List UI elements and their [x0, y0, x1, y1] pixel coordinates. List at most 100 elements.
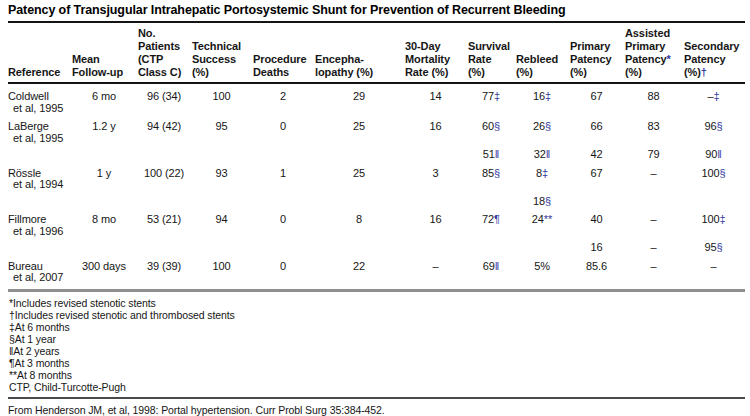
cell-technical-success	[192, 144, 253, 161]
footnote-marker: §	[717, 120, 723, 132]
cell-procedure-deaths: 0	[253, 207, 315, 237]
table-row: Bureauet al, 2007300 days39 (39)100022–6…	[8, 254, 745, 284]
cell-technical-success: 93	[192, 161, 253, 191]
footnote: ‡At 6 months	[9, 321, 745, 333]
cell-encephalopathy: 25	[315, 114, 405, 144]
cell-survival-rate: 72¶	[468, 207, 516, 237]
reference-cell	[8, 144, 72, 161]
cell-secondary-patency: 96§	[684, 114, 745, 144]
cell-no-patients-ctp-class-c	[138, 191, 192, 208]
reference-cell: Coldwellet al, 1995	[8, 83, 72, 114]
cell-encephalopathy: 22	[315, 254, 405, 284]
cell-assisted-primary-patency: 79	[625, 144, 684, 161]
column-header-survival-rate: SurvivalRate(%)	[468, 23, 516, 83]
cell-rebleed: 32‖	[516, 144, 570, 161]
cell-survival-rate	[468, 237, 516, 254]
cell-secondary-patency: –‡	[684, 83, 745, 114]
cell-30-day-mortality-rate: 14	[405, 83, 468, 114]
figure-page: Patency of Transjugular Intrahepatic Por…	[0, 0, 750, 416]
footnote-marker: ‡	[494, 90, 500, 102]
column-header-primary-patency: PrimaryPatency(%)	[570, 23, 625, 83]
footnote-marker: ¶	[494, 213, 500, 225]
footnote-marker: §	[545, 120, 551, 132]
cell-mean-follow-up	[72, 237, 138, 254]
cell-assisted-primary-patency: –	[625, 161, 684, 191]
footnote-marker: ‡	[714, 90, 720, 102]
column-header-mean-follow-up: MeanFollow-up	[72, 23, 138, 83]
cell-survival-rate: 51‖	[468, 144, 516, 161]
cell-no-patients-ctp-class-c: 100 (22)	[138, 161, 192, 191]
cell-primary-patency: 67	[570, 161, 625, 191]
reference-cell	[8, 237, 72, 254]
cell-rebleed	[516, 237, 570, 254]
cell-30-day-mortality-rate	[405, 191, 468, 208]
reference-cell: LaBergeet al, 1995	[8, 114, 72, 144]
table-row: Rössleet al, 19941 y100 (22)93125385§8‡6…	[8, 161, 745, 191]
column-header-rebleed: Rebleed(%)	[516, 23, 570, 83]
cell-assisted-primary-patency: –	[625, 207, 684, 237]
cell-mean-follow-up	[72, 144, 138, 161]
cell-procedure-deaths: 2	[253, 83, 315, 114]
cell-mean-follow-up: 1 y	[72, 161, 138, 191]
footnote-marker: ‖	[495, 148, 499, 160]
footnote: ‖At 2 years	[9, 345, 745, 357]
cell-survival-rate: 85§	[468, 161, 516, 191]
reference-line: Coldwell	[8, 91, 70, 103]
cell-primary-patency: 40	[570, 207, 625, 237]
footnote-marker: §	[720, 167, 726, 179]
cell-survival-rate	[468, 191, 516, 208]
footnote-block: *Includes revised stenotic stents†Includ…	[8, 292, 745, 395]
cell-encephalopathy: 29	[315, 83, 405, 114]
cell-assisted-primary-patency	[625, 191, 684, 208]
cell-mean-follow-up: 6 mo	[72, 83, 138, 114]
cell-rebleed: 5%	[516, 254, 570, 284]
cell-encephalopathy	[315, 191, 405, 208]
column-header-procedure-deaths: ProcedureDeaths	[253, 23, 315, 83]
footnote-marker: §	[494, 167, 500, 179]
cell-rebleed: 8‡	[516, 161, 570, 191]
reference-line: Fillmore	[8, 214, 70, 226]
footnote-marker: §	[545, 195, 551, 207]
cell-technical-success: 100	[192, 254, 253, 284]
footnote: ¶At 3 months	[9, 357, 745, 369]
reference-cell	[8, 191, 72, 208]
cell-assisted-primary-patency: 83	[625, 114, 684, 144]
cell-primary-patency: 66	[570, 114, 625, 144]
footnote-marker: †	[701, 66, 707, 78]
cell-30-day-mortality-rate: 3	[405, 161, 468, 191]
cell-technical-success: 94	[192, 207, 253, 237]
reference-cell: Fillmoreet al, 1996	[8, 207, 72, 237]
table-row: 18§	[8, 191, 745, 208]
table-row: LaBergeet al, 19951.2 y94 (42)950251660§…	[8, 114, 745, 144]
data-table: ReferenceMeanFollow-upNo.Patients(CTPCla…	[8, 23, 745, 284]
cell-30-day-mortality-rate	[405, 144, 468, 161]
cell-survival-rate: 69‖	[468, 254, 516, 284]
cell-secondary-patency: 100‡	[684, 207, 745, 237]
cell-mean-follow-up	[72, 191, 138, 208]
cell-30-day-mortality-rate	[405, 237, 468, 254]
footnote-marker: *	[667, 53, 671, 65]
cell-rebleed: 16‡	[516, 83, 570, 114]
reference-line: et al, 1995	[8, 103, 70, 115]
cell-mean-follow-up: 1.2 y	[72, 114, 138, 144]
cell-secondary-patency: –	[684, 254, 745, 284]
cell-primary-patency: 85.6	[570, 254, 625, 284]
table-title: Patency of Transjugular Intrahepatic Por…	[8, 0, 745, 21]
column-header-encephalopathy: Encepha-lopathy (%)	[315, 23, 405, 83]
cell-procedure-deaths	[253, 191, 315, 208]
cell-30-day-mortality-rate: –	[405, 254, 468, 284]
footnote: **At 8 months	[9, 369, 745, 381]
footnote: *Includes revised stenotic stents	[9, 297, 745, 309]
table-row: 51‖32‖427990‖	[8, 144, 745, 161]
cell-secondary-patency: 90‖	[684, 144, 745, 161]
cell-procedure-deaths	[253, 237, 315, 254]
cell-encephalopathy	[315, 237, 405, 254]
table-row: Fillmoreet al, 19968 mo53 (21)94081672¶2…	[8, 207, 745, 237]
cell-technical-success	[192, 191, 253, 208]
cell-technical-success: 100	[192, 83, 253, 114]
footnote-marker: §	[717, 241, 723, 253]
cell-secondary-patency	[684, 191, 745, 208]
cell-procedure-deaths: 1	[253, 161, 315, 191]
cell-rebleed: 18§	[516, 191, 570, 208]
reference-cell: Bureauet al, 2007	[8, 254, 72, 284]
